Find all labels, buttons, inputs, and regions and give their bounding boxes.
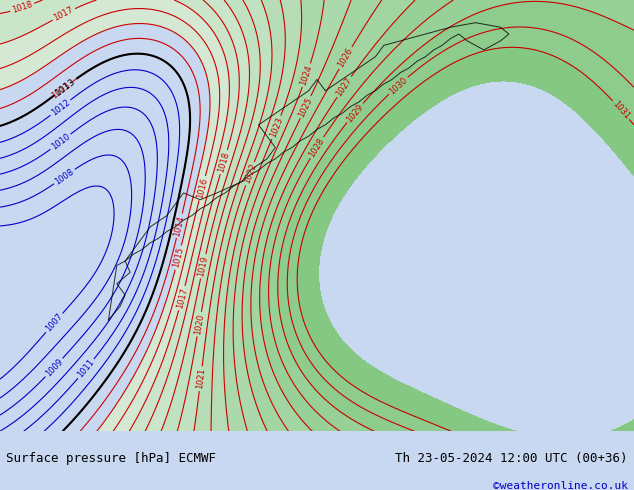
Text: 1017: 1017 — [175, 287, 189, 309]
Text: 1029: 1029 — [345, 102, 365, 124]
Text: 1008: 1008 — [53, 167, 75, 186]
Text: 1012: 1012 — [49, 98, 72, 118]
Text: 1011: 1011 — [76, 358, 96, 380]
Text: 1018: 1018 — [11, 0, 34, 15]
Text: 1013: 1013 — [49, 81, 72, 100]
Text: 1025: 1025 — [297, 96, 314, 119]
Text: 1027: 1027 — [334, 75, 354, 98]
Text: 1026: 1026 — [336, 47, 355, 69]
Text: 1010: 1010 — [49, 132, 72, 152]
Text: 1019: 1019 — [197, 255, 210, 277]
Text: 1022: 1022 — [242, 162, 258, 185]
Text: 1007: 1007 — [44, 312, 65, 334]
Text: 1016: 1016 — [195, 177, 209, 199]
Text: 1015: 1015 — [171, 246, 185, 269]
Text: 1031: 1031 — [611, 99, 631, 121]
Text: 1017: 1017 — [52, 5, 75, 23]
Text: 1028: 1028 — [307, 136, 327, 159]
Text: ©weatheronline.co.uk: ©weatheronline.co.uk — [493, 481, 628, 490]
Text: Surface pressure [hPa] ECMWF: Surface pressure [hPa] ECMWF — [6, 452, 216, 465]
Text: 1014: 1014 — [172, 215, 186, 237]
Text: 1023: 1023 — [268, 116, 285, 139]
Text: 1013: 1013 — [54, 76, 77, 98]
Text: 1021: 1021 — [195, 368, 207, 390]
Text: 1018: 1018 — [217, 150, 231, 173]
Text: 1009: 1009 — [44, 357, 65, 378]
Text: 1024: 1024 — [299, 64, 314, 87]
Text: 1020: 1020 — [193, 313, 205, 335]
Text: 1030: 1030 — [387, 75, 409, 96]
Text: Th 23-05-2024 12:00 UTC (00+36): Th 23-05-2024 12:00 UTC (00+36) — [395, 452, 628, 465]
